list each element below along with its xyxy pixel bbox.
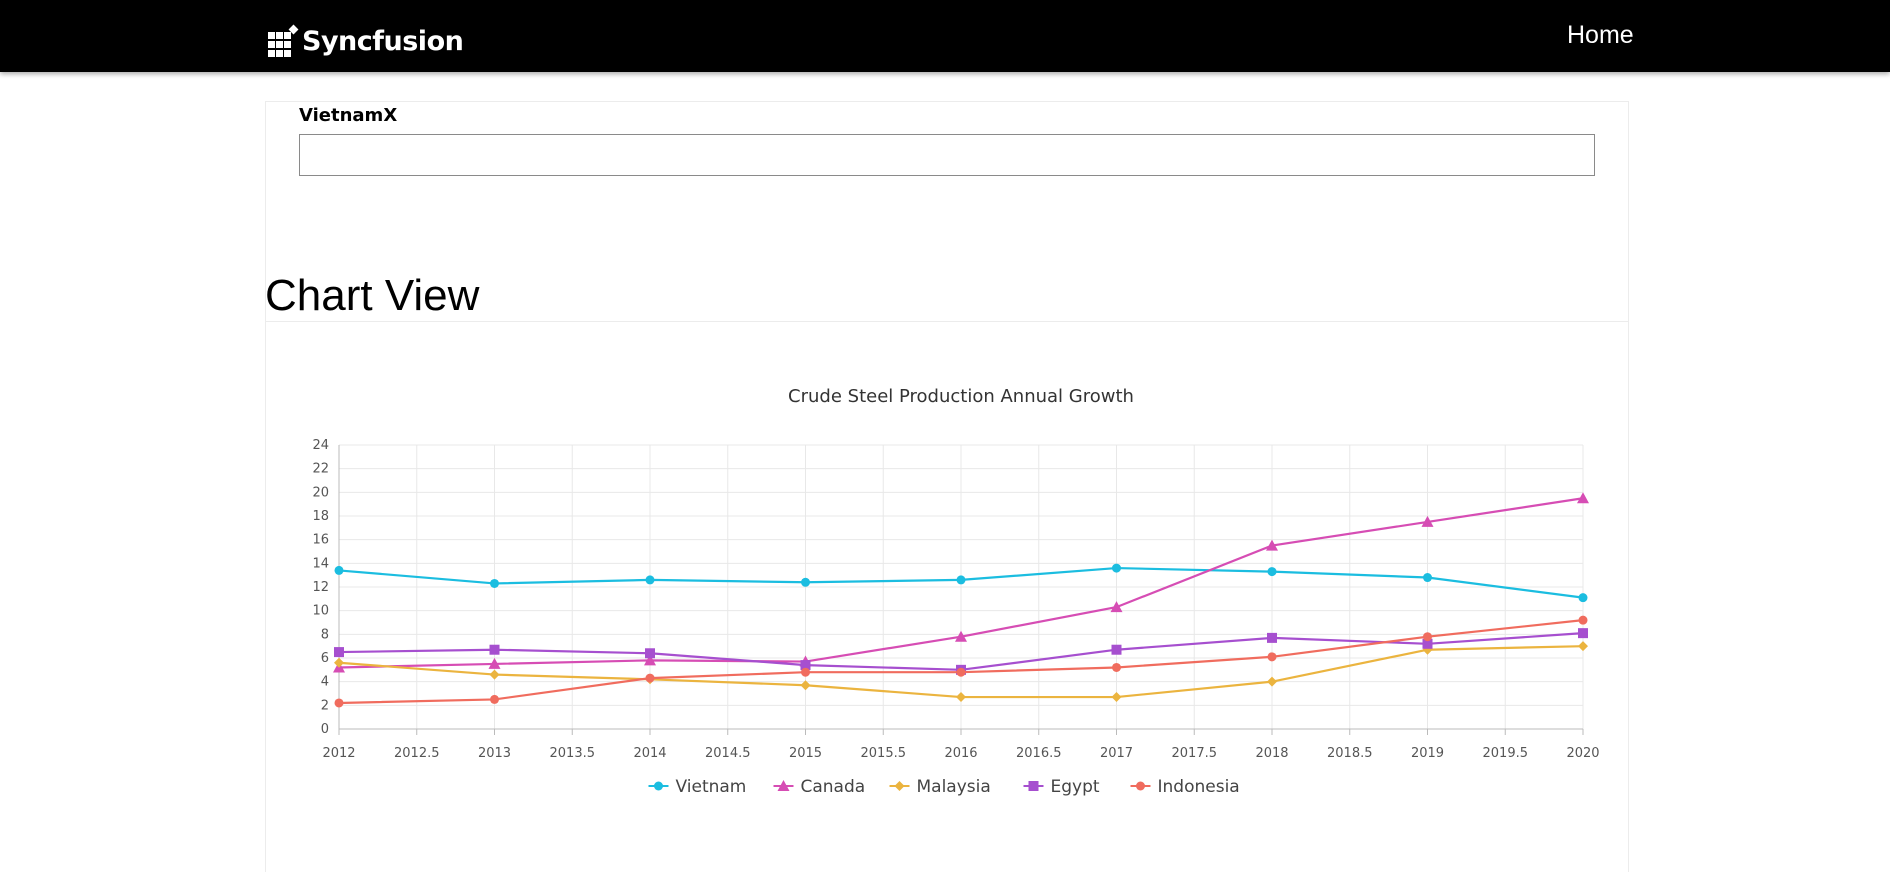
- x-tick-label: 2020: [1566, 746, 1599, 761]
- y-tick-label: 18: [312, 509, 329, 524]
- logo-grid-icon: [268, 24, 299, 58]
- y-tick-label: 24: [312, 438, 329, 453]
- y-tick-label: 10: [312, 604, 329, 619]
- data-point-canada: [488, 657, 501, 669]
- line-chart: Crude Steel Production Annual Growth0246…: [312, 386, 1599, 797]
- y-tick-label: 14: [312, 556, 329, 571]
- section-title: Chart View: [265, 271, 480, 320]
- legend-marker-malaysia: [894, 781, 905, 791]
- data-point-indonesia: [801, 667, 810, 677]
- legend-label-malaysia: Malaysia: [917, 777, 991, 797]
- chart-title: Crude Steel Production Annual Growth: [788, 386, 1134, 407]
- nav-home-link[interactable]: Home: [1567, 21, 1634, 49]
- logo-text: Syncfusion: [302, 26, 464, 57]
- data-point-vietnam: [645, 575, 655, 585]
- top-navigation-bar: Syncfusion Home: [0, 0, 1890, 72]
- data-point-malaysia: [489, 669, 500, 680]
- x-tick-label: 2019.5: [1483, 746, 1529, 761]
- data-point-vietnam: [334, 565, 344, 575]
- form-panel: [265, 101, 1629, 321]
- legend-marker-indonesia: [1136, 781, 1145, 791]
- data-point-egypt: [489, 644, 500, 655]
- data-point-indonesia: [1112, 662, 1121, 672]
- data-point-canada: [1266, 539, 1278, 551]
- legend-marker-egypt: [1028, 781, 1039, 791]
- vietnamx-input[interactable]: [299, 134, 1595, 176]
- x-tick-label: 2013: [478, 746, 511, 761]
- data-point-canada: [955, 630, 967, 642]
- y-tick-label: 2: [321, 698, 329, 713]
- y-tick-label: 20: [312, 485, 329, 500]
- legend-label-vietnam: Vietnam: [676, 777, 747, 797]
- data-point-egypt: [1578, 628, 1588, 639]
- data-point-malaysia: [800, 680, 811, 691]
- data-point-vietnam: [490, 578, 499, 588]
- data-point-indonesia: [490, 694, 499, 704]
- data-point-vietnam: [1112, 563, 1121, 573]
- data-point-vietnam: [1423, 573, 1432, 583]
- x-tick-label: 2018: [1255, 746, 1288, 761]
- x-tick-label: 2014: [633, 746, 666, 761]
- data-point-egypt: [1422, 638, 1433, 649]
- x-tick-label: 2014.5: [705, 746, 751, 761]
- x-tick-label: 2018.5: [1327, 746, 1373, 761]
- legend-label-indonesia: Indonesia: [1158, 777, 1240, 797]
- data-point-malaysia: [1267, 676, 1277, 687]
- data-point-canada: [1421, 515, 1434, 527]
- data-point-vietnam: [956, 575, 966, 585]
- x-tick-label: 2016: [944, 746, 977, 761]
- y-tick-label: 4: [321, 675, 329, 690]
- data-point-indonesia: [956, 667, 966, 677]
- data-point-indonesia: [1578, 615, 1588, 625]
- data-point-vietnam: [1578, 593, 1588, 603]
- legend-marker-vietnam: [654, 781, 663, 791]
- data-point-canada: [644, 654, 656, 666]
- x-tick-label: 2012.5: [394, 746, 440, 761]
- data-point-indonesia: [1423, 632, 1432, 642]
- data-point-canada: [1577, 492, 1589, 504]
- field-label: VietnamX: [299, 105, 398, 126]
- legend-label-canada: Canada: [801, 777, 866, 797]
- x-tick-label: 2019: [1411, 746, 1444, 761]
- legend-marker-canada: [777, 780, 790, 791]
- data-point-egypt: [1267, 632, 1277, 643]
- data-point-indonesia: [645, 673, 655, 683]
- data-point-egypt: [1111, 644, 1122, 655]
- data-point-vietnam: [1267, 567, 1277, 577]
- y-tick-label: 22: [312, 462, 329, 477]
- data-point-indonesia: [334, 698, 344, 708]
- data-point-canada: [1110, 601, 1123, 613]
- y-tick-label: 0: [321, 722, 329, 737]
- x-tick-label: 2017.5: [1172, 746, 1218, 761]
- y-tick-label: 6: [321, 651, 329, 666]
- data-point-malaysia: [1578, 641, 1588, 652]
- y-tick-label: 8: [321, 627, 329, 642]
- chart-panel: Crude Steel Production Annual Growth 0 2 4 6…: [265, 321, 1629, 872]
- data-point-egypt: [800, 660, 811, 671]
- data-point-malaysia: [1111, 692, 1122, 703]
- data-point-vietnam: [801, 577, 810, 587]
- data-point-egypt: [334, 647, 344, 658]
- x-tick-label: 2012: [322, 746, 355, 761]
- y-tick-label: 16: [312, 533, 329, 548]
- y-tick-label: 12: [312, 580, 329, 595]
- data-point-egypt: [645, 648, 655, 659]
- x-tick-label: 2015: [789, 746, 822, 761]
- legend-label-egypt: Egypt: [1051, 777, 1100, 797]
- x-tick-label: 2016.5: [1016, 746, 1062, 761]
- x-tick-label: 2017: [1100, 746, 1133, 761]
- syncfusion-logo[interactable]: Syncfusion: [268, 22, 464, 58]
- x-tick-label: 2013.5: [550, 746, 596, 761]
- data-point-malaysia: [956, 692, 966, 703]
- x-tick-label: 2015.5: [861, 746, 907, 761]
- data-point-indonesia: [1267, 652, 1277, 662]
- data-point-malaysia: [334, 657, 344, 668]
